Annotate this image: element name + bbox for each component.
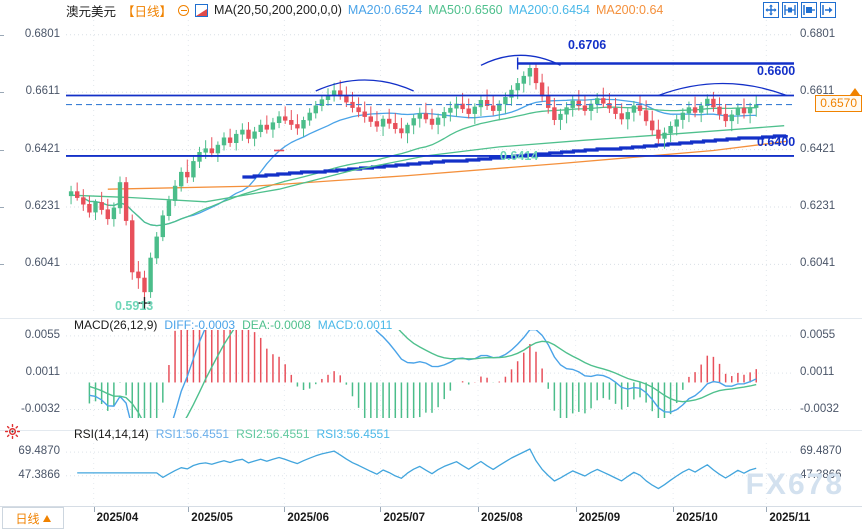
macd-dea-value: DEA:-0.0008: [242, 318, 311, 332]
x-axis-label: 2025/08: [481, 512, 523, 524]
period-label: 【日线】: [122, 4, 173, 19]
x-axis-label: 2025/05: [191, 512, 233, 524]
x-axis-tick: [478, 507, 480, 512]
x-axis-tick: [284, 507, 286, 512]
macd-axis-left-tick: -0.0032: [20, 402, 60, 415]
ma20-value: MA20:0.6524: [347, 3, 423, 17]
annotation-support-0-6400: 0.6400: [757, 135, 796, 149]
x-axis-label: 2025/10: [676, 512, 718, 524]
macd-macd-value: MACD:0.0011: [317, 318, 393, 332]
x-axis-tick: [188, 507, 190, 512]
macd-axis-left-tick: 0.0011: [25, 366, 60, 379]
x-axis: 2025/04 2025/05 2025/06 2025/07 2025/08 2025/…: [0, 506, 862, 530]
price-axis-right-tick: 0.6231: [800, 199, 836, 212]
period-selector[interactable]: 日线: [2, 507, 64, 529]
price-axis-left-tick: 0.6801: [24, 27, 60, 40]
rsi-title: RSI(14,14,14): [74, 427, 149, 441]
ma200b-value: MA200:0.64: [595, 3, 664, 17]
annotation-ma-0-6414: 0.6414: [500, 149, 539, 163]
macd-title: MACD(26,12,9): [74, 318, 158, 332]
axis-tick: [0, 34, 4, 36]
x-axis-label: 2025/11: [769, 512, 811, 524]
macd-axis-left-tick: 0.0055: [24, 328, 60, 341]
x-axis-tick: [575, 507, 577, 512]
price-axis-right-tick: 0.6611: [800, 85, 835, 98]
divider-rsi: [0, 430, 862, 431]
x-axis-label: 2025/04: [96, 512, 139, 524]
macd-chart-canvas[interactable]: [66, 261, 794, 490]
rsi-axis-right-tick: 47.3866: [800, 468, 842, 481]
x-axis-label: 2025/09: [578, 512, 621, 524]
price-chart-canvas[interactable]: [66, 20, 794, 313]
price-chart-panel[interactable]: [66, 20, 794, 313]
price-axis-right-tick: 0.6421: [800, 142, 836, 155]
jump-right-icon[interactable]: [820, 2, 836, 18]
rsi1-value: RSI1:56.4551: [155, 427, 230, 441]
price-axis-right-tick: 0.6041: [800, 257, 836, 270]
triangle-up-icon: [42, 514, 51, 522]
ma-chart-icon[interactable]: [195, 3, 209, 17]
minus-circle-icon[interactable]: [178, 4, 190, 16]
x-axis-tick: [766, 507, 768, 512]
current-price-tag: 0.6570: [815, 95, 862, 112]
price-axis-left-tick: 0.6611: [25, 85, 60, 98]
price-axis-left-tick: 0.6421: [24, 142, 60, 155]
macd-diff-value: DIFF:-0.0003: [164, 318, 236, 332]
ma200-value: MA200:0.6454: [508, 3, 590, 17]
macd-chart-panel[interactable]: [66, 261, 794, 490]
settings-sun-icon[interactable]: [5, 424, 20, 439]
rsi3-value: RSI3:56.4551: [316, 427, 390, 441]
macd-panel-header: MACD(26,12,9) DIFF:-0.0003 DEA:-0.0008 M…: [74, 318, 392, 332]
price-axis-left-tick: 0.6041: [24, 257, 60, 270]
rsi2-value: RSI2:56.4551: [236, 427, 310, 441]
rsi-chart-panel[interactable]: [66, 443, 794, 505]
x-axis-label: 2025/06: [287, 512, 329, 524]
annotation-resistance-0-6600: 0.6600: [757, 64, 796, 78]
ma50-value: MA50:0.6560: [428, 3, 503, 17]
ma-formula: MA(20,50,200,200,0,0): [214, 3, 342, 17]
annotation-resistance-0-6706: 0.6706: [568, 38, 607, 52]
macd-axis-right-tick: 0.0055: [800, 328, 836, 341]
macd-axis-right-tick: 0.0011: [800, 366, 835, 379]
symbol-name: 澳元美元: [66, 4, 117, 19]
price-axis-left-tick: 0.6231: [24, 199, 60, 212]
x-axis-tick: [93, 507, 95, 512]
chart-toolbar: [763, 2, 836, 18]
x-axis-label: 2025/07: [383, 512, 426, 524]
rsi-chart-canvas[interactable]: [66, 443, 794, 505]
macd-axis-right-tick: -0.0032: [800, 402, 840, 415]
divider-macd: [0, 318, 862, 319]
period-selector-label: 日线: [15, 511, 40, 526]
price-axis-right-tick: 0.6801: [800, 27, 836, 40]
axis-tick: [0, 206, 4, 208]
chart-header: 澳元美元 【日线】 MA(20,50,200,200,0,0) MA20:0.6…: [0, 0, 862, 20]
x-axis-tick: [673, 507, 675, 512]
measure-icon[interactable]: [782, 2, 798, 18]
current-price-arrow: [850, 88, 860, 95]
rsi-panel-header: RSI(14,14,14) RSI1:56.4551 RSI2:56.4551 …: [74, 427, 390, 441]
crosshair-move-icon[interactable]: [763, 2, 779, 18]
axis-tick: [0, 149, 4, 151]
axis-tick: [0, 264, 4, 266]
axis-tick: [0, 92, 4, 94]
rsi-axis-left-tick: 47.3866: [18, 468, 60, 481]
annotation-swing-low-0-5913: 0.5913: [115, 299, 154, 313]
x-axis-tick: [380, 507, 382, 512]
rsi-axis-right-tick: 69.4870: [800, 445, 842, 458]
zoom-range-icon[interactable]: [801, 2, 817, 18]
rsi-axis-left-tick: 69.4870: [18, 445, 60, 458]
